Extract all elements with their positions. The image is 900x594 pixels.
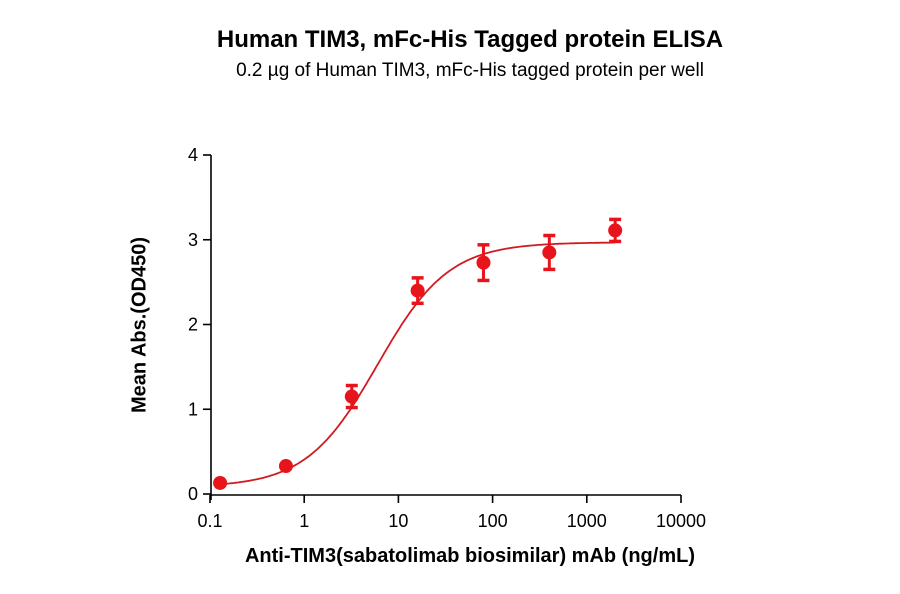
x-axis-label: Anti-TIM3(sabatolimab biosimilar) mAb (n… [244,545,695,567]
x-tick-label: 10000 [656,511,706,531]
chart-subtitle: 0.2 µg of Human TIM3, mFc-His tagged pro… [236,60,704,81]
y-tick-label: 1 [188,399,198,419]
x-tick-label: 1 [299,511,309,531]
data-point [213,475,228,490]
y-tick-label: 3 [188,230,198,250]
y-tick-label: 0 [188,484,198,504]
y-tick-label: 4 [188,145,198,165]
data-points [213,217,623,490]
data-point [344,383,359,410]
x-tick-label: 100 [478,511,508,531]
data-point [278,459,293,474]
x-tick-label: 1000 [567,511,607,531]
x-tick-label: 10 [388,511,408,531]
axes: 0 1 2 3 4 0.1 1 10 100 1000 10000 [188,145,706,531]
data-point [542,233,557,272]
chart-title: Human TIM3, mFc-His Tagged protein ELISA [216,26,724,53]
data-point [476,243,491,283]
data-point [410,276,425,306]
y-tick-label: 2 [188,315,198,335]
x-tick-label: 0.1 [197,511,222,531]
data-point [608,217,623,244]
